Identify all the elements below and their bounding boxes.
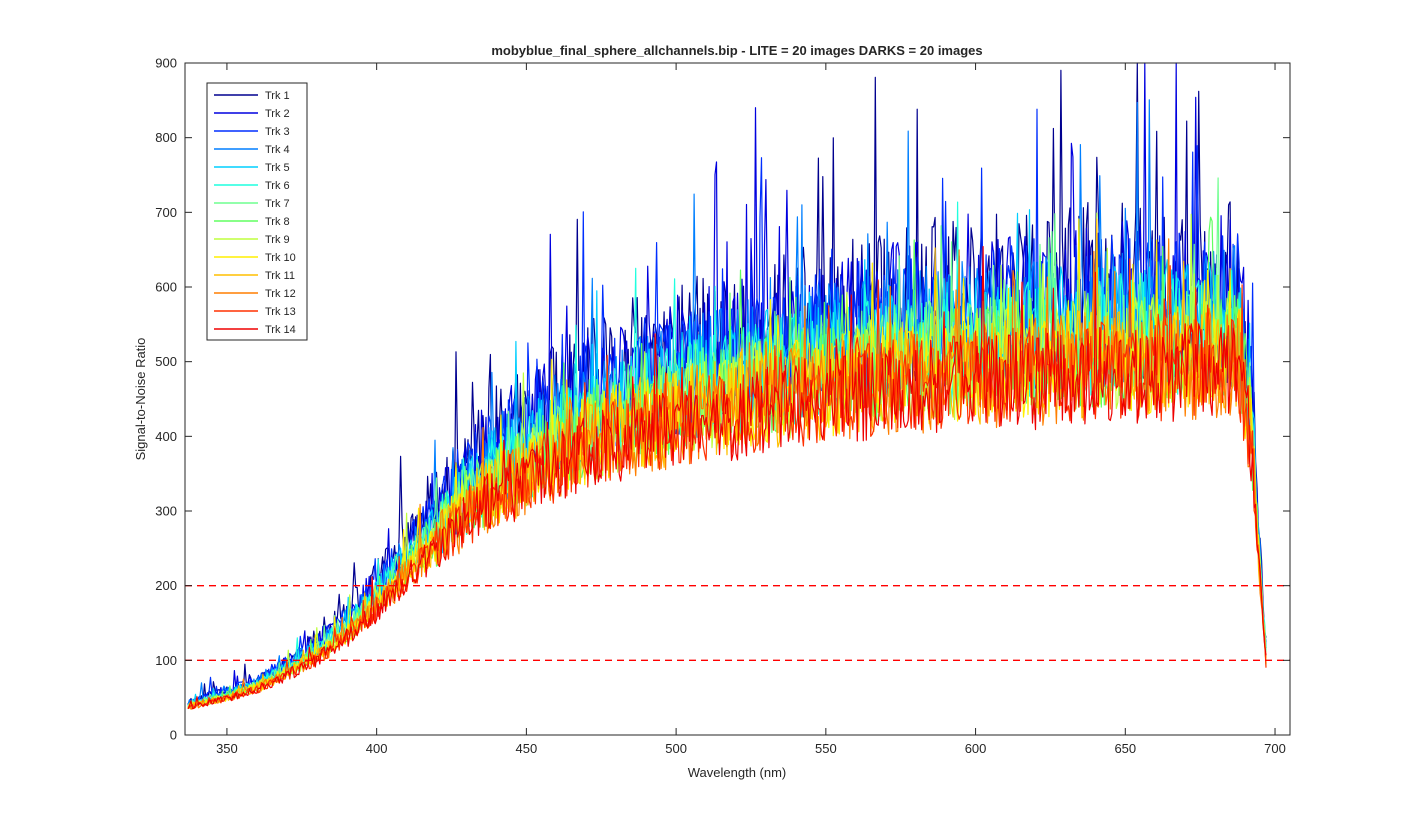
legend-label-trk-12: Trk 12 <box>265 288 296 300</box>
y-tick-label: 600 <box>155 280 177 295</box>
y-tick-label: 200 <box>155 578 177 593</box>
x-tick-label: 400 <box>366 741 388 756</box>
series-line-trk-14 <box>187 246 1267 710</box>
legend-label-trk-9: Trk 9 <box>265 234 290 246</box>
x-tick-label: 600 <box>965 741 987 756</box>
x-tick-label: 650 <box>1114 741 1136 756</box>
y-tick-label: 900 <box>155 56 177 71</box>
legend: Trk 1 Trk 2 Trk 3 Trk 4 Trk 5 Trk 6 Trk 7 Trk 8… <box>206 82 308 341</box>
x-tick-label: 700 <box>1264 741 1286 756</box>
legend-label-trk-1: Trk 1 <box>265 90 290 102</box>
x-axis: 350 400 450 500 550 600 650 700 <box>216 63 1286 756</box>
series-layer <box>187 62 1267 710</box>
x-tick-label: 450 <box>516 741 538 756</box>
legend-label-trk-3: Trk 3 <box>265 126 290 138</box>
y-tick-label: 800 <box>155 130 177 145</box>
y-tick-label: 400 <box>155 429 177 444</box>
chart-title: mobyblue_final_sphere_allchannels.bip - … <box>491 43 982 58</box>
y-axis-label: Signal-to-Noise Ratio <box>133 338 148 461</box>
y-tick-label: 300 <box>155 504 177 519</box>
legend-box <box>206 82 308 341</box>
legend-label-trk-10: Trk 10 <box>265 252 296 264</box>
y-tick-label: 0 <box>170 728 177 743</box>
legend-label-trk-11: Trk 11 <box>265 270 295 282</box>
y-tick-label: 500 <box>155 354 177 369</box>
legend-label-trk-5: Trk 5 <box>265 162 290 174</box>
y-tick-label: 100 <box>155 653 177 668</box>
legend-label-trk-2: Trk 2 <box>265 108 290 120</box>
x-tick-label: 550 <box>815 741 837 756</box>
legend-label-trk-13: Trk 13 <box>265 306 296 318</box>
reference-lines <box>185 585 1290 661</box>
x-tick-label: 500 <box>665 741 687 756</box>
x-tick-label: 350 <box>216 741 238 756</box>
legend-label-trk-14: Trk 14 <box>265 324 296 336</box>
y-tick-label: 700 <box>155 205 177 220</box>
plot-frame <box>184 62 1291 736</box>
legend-label-trk-7: Trk 7 <box>265 198 290 210</box>
legend-items: Trk 1 Trk 2 Trk 3 Trk 4 Trk 5 Trk 6 Trk 7 Trk 8… <box>214 90 296 336</box>
legend-label-trk-8: Trk 8 <box>265 216 290 228</box>
series-line-trk-12 <box>187 238 1267 710</box>
y-axis: 0 100 200 300 400 500 600 700 800 900 <box>155 56 1290 743</box>
legend-label-trk-6: Trk 6 <box>265 180 290 192</box>
series-line-trk-13 <box>187 258 1267 710</box>
x-axis-label: Wavelength (nm) <box>688 765 787 780</box>
legend-label-trk-4: Trk 4 <box>265 144 290 156</box>
